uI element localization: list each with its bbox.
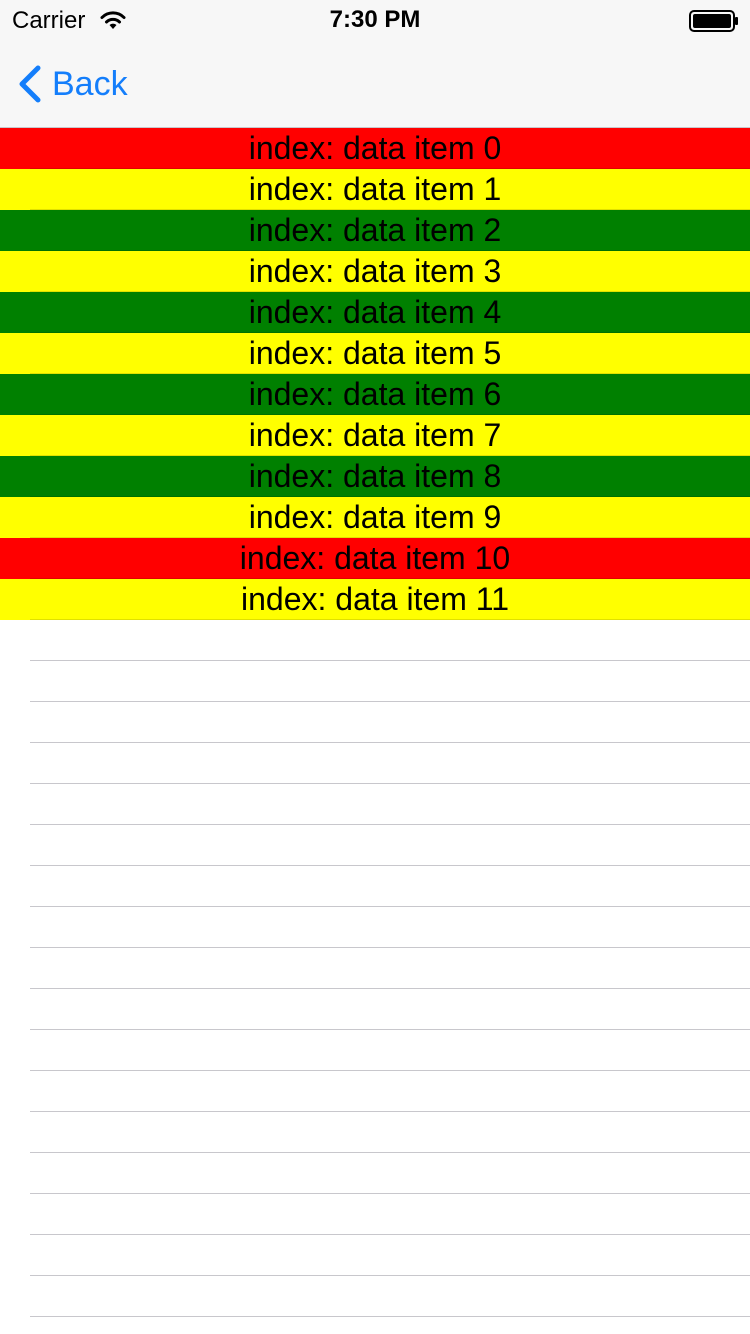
empty-table-row bbox=[0, 907, 750, 948]
empty-table-row bbox=[0, 784, 750, 825]
empty-table-row bbox=[0, 1071, 750, 1112]
table-row[interactable]: index: data item 4 bbox=[0, 292, 750, 333]
table-row[interactable]: index: data item 3 bbox=[0, 251, 750, 292]
battery-icon bbox=[689, 10, 739, 32]
empty-table-row bbox=[0, 661, 750, 702]
empty-table-row bbox=[0, 1153, 750, 1194]
table-row[interactable]: index: data item 8 bbox=[0, 456, 750, 497]
empty-table-row bbox=[0, 948, 750, 989]
status-time: 7:30 PM bbox=[329, 6, 421, 33]
empty-table-row bbox=[0, 1030, 750, 1071]
empty-table-row bbox=[0, 989, 750, 1030]
table-row[interactable]: index: data item 1 bbox=[0, 169, 750, 210]
table-row[interactable]: index: data item 6 bbox=[0, 374, 750, 415]
back-button[interactable]: Back bbox=[14, 62, 128, 106]
table-rows: index: data item 0 index: data item 1 inde… bbox=[0, 128, 750, 620]
table-row[interactable]: index: data item 0 bbox=[0, 128, 750, 169]
navigation-bar: Back bbox=[0, 40, 750, 128]
table-row[interactable]: index: data item 11 bbox=[0, 579, 750, 620]
table-row[interactable]: index: data item 7 bbox=[0, 415, 750, 456]
back-label: Back bbox=[52, 65, 128, 103]
empty-rows bbox=[0, 620, 750, 1317]
empty-table-row bbox=[0, 825, 750, 866]
table-row[interactable]: index: data item 5 bbox=[0, 333, 750, 374]
table-view[interactable]: index: data item 0 index: data item 1 inde… bbox=[0, 128, 750, 1334]
empty-table-row bbox=[0, 1112, 750, 1153]
table-row[interactable]: index: data item 10 bbox=[0, 538, 750, 579]
empty-table-row bbox=[0, 1235, 750, 1276]
empty-table-row bbox=[0, 743, 750, 784]
table-row[interactable]: index: data item 9 bbox=[0, 497, 750, 538]
status-bar: Carrier 7:30 PM bbox=[0, 0, 750, 40]
chevron-left-icon bbox=[19, 65, 41, 103]
empty-table-row bbox=[0, 702, 750, 743]
empty-table-row bbox=[0, 1276, 750, 1317]
table-row[interactable]: index: data item 2 bbox=[0, 210, 750, 251]
empty-table-row bbox=[0, 866, 750, 907]
empty-table-row bbox=[0, 1194, 750, 1235]
wifi-icon bbox=[99, 10, 127, 30]
empty-table-row bbox=[0, 620, 750, 661]
carrier-label: Carrier bbox=[12, 7, 86, 34]
